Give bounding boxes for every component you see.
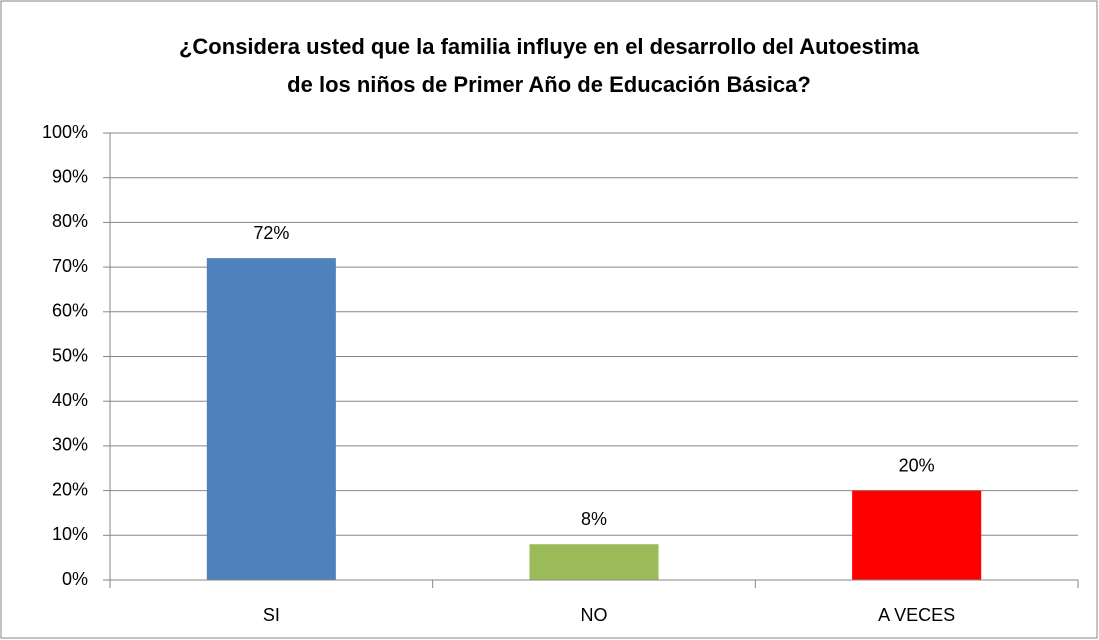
y-tick-label: 20% [52,479,88,499]
y-tick-label: 30% [52,435,88,455]
y-tick-label: 10% [52,524,88,544]
y-tick-label: 0% [62,569,88,589]
y-tick-label: 50% [52,345,88,365]
y-tick-label: 80% [52,211,88,231]
x-tick-label: NO [581,605,608,625]
y-tick-label: 40% [52,390,88,410]
x-tick-label: A VECES [878,605,955,625]
bar [529,544,659,580]
y-tick-label: 100% [42,122,88,142]
bar [852,490,982,580]
data-label: 20% [899,455,935,475]
data-label: 72% [253,223,289,243]
y-tick-label: 90% [52,166,88,186]
x-tick-label: SI [263,605,280,625]
data-label: 8% [581,509,607,529]
chart-title: de los niños de Primer Año de Educación … [287,72,811,97]
y-tick-label: 70% [52,256,88,276]
y-tick-label: 60% [52,301,88,321]
chart-title: ¿Considera usted que la familia influye … [179,34,920,59]
bar [206,258,336,580]
